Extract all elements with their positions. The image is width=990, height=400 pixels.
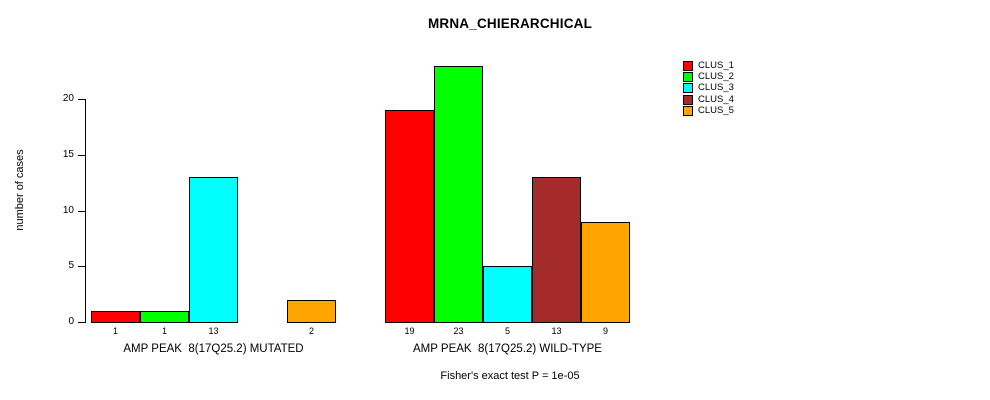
y-tick-label: 20 — [62, 93, 74, 104]
bar-value-label: 2 — [308, 326, 314, 336]
legend-label: CLUS_3 — [698, 82, 734, 93]
y-tick — [78, 155, 85, 156]
chart-title: MRNA_CHIERARCHICAL — [427, 16, 593, 31]
y-tick — [78, 266, 85, 267]
bar-value-label: 1 — [112, 326, 118, 336]
legend-label: CLUS_4 — [698, 94, 734, 105]
bar-CLUS_5 — [287, 300, 336, 323]
legend-swatch-CLUS_3 — [683, 83, 693, 93]
y-tick — [78, 211, 85, 212]
footnote-text: Fisher's exact test P = 1e-05 — [440, 370, 580, 382]
legend-swatch-CLUS_4 — [683, 95, 693, 105]
x-group-label: AMP PEAK 8(17Q25.2) WILD-TYPE — [413, 343, 602, 355]
legend-swatch-CLUS_1 — [683, 61, 693, 71]
legend-label: CLUS_1 — [698, 60, 734, 71]
bar-CLUS_2 — [434, 66, 483, 323]
y-tick-label: 10 — [62, 205, 74, 216]
bar-value-label: 1 — [161, 326, 167, 336]
legend-label: CLUS_2 — [698, 71, 734, 82]
bar-value-label: 5 — [504, 326, 510, 336]
bar-CLUS_1 — [385, 110, 434, 323]
y-tick-label: 5 — [68, 260, 74, 271]
bar-value-label: 23 — [453, 326, 464, 336]
legend-label: CLUS_5 — [698, 105, 734, 116]
legend-swatch-CLUS_5 — [683, 106, 693, 116]
bar-value-label: 13 — [208, 326, 219, 336]
y-axis-line — [85, 99, 86, 323]
bar-CLUS_3 — [483, 266, 532, 323]
x-group-label: AMP PEAK 8(17Q25.2) MUTATED — [123, 343, 304, 355]
bar-value-label: 19 — [404, 326, 415, 336]
y-tick — [78, 322, 85, 323]
y-tick — [78, 99, 85, 100]
bar-CLUS_3 — [189, 177, 238, 323]
bar-CLUS_4 — [532, 177, 581, 323]
y-tick-label: 15 — [62, 149, 74, 160]
y-tick-label: 0 — [68, 316, 74, 327]
bar-value-label: 13 — [551, 326, 562, 336]
legend-swatch-CLUS_2 — [683, 72, 693, 82]
bar-CLUS_2 — [140, 311, 189, 323]
bar-CLUS_5 — [581, 222, 630, 323]
bar-CLUS_1 — [91, 311, 140, 323]
bar-value-label: 9 — [602, 326, 608, 336]
